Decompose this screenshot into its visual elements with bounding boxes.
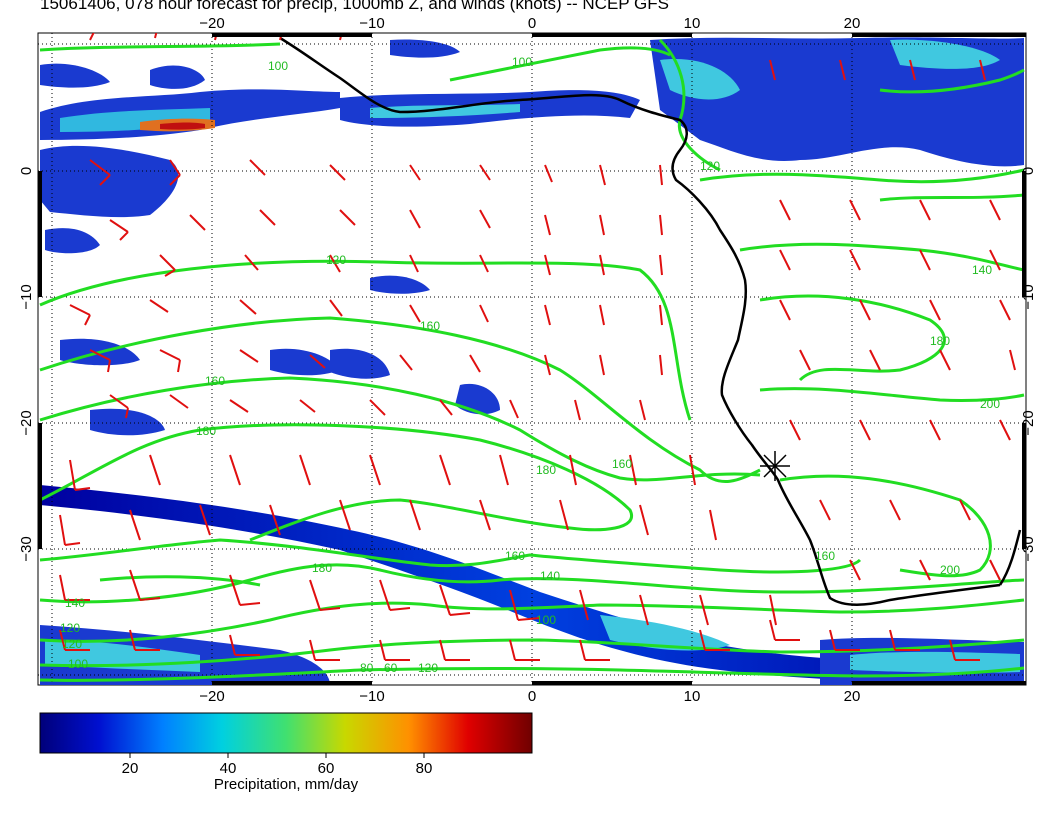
frame-bars: [38, 33, 1026, 685]
contour-label: 160: [420, 319, 440, 333]
contour-label: 120: [700, 159, 720, 173]
contour-label: 180: [312, 561, 332, 575]
bottom-lon-tick: −20: [199, 688, 224, 705]
contour-label: 140: [972, 263, 992, 277]
contour-label: 200: [940, 563, 960, 577]
contour-label: 180: [930, 334, 950, 348]
contour-label: 120: [62, 637, 82, 651]
wind-barb-layer: [59, 33, 1016, 661]
top-lon-tick: −20: [199, 15, 224, 32]
top-lon-tick: 0: [528, 15, 536, 32]
graticule: [38, 33, 1026, 685]
contour-layer: [39, 38, 1025, 682]
contour-label: 100: [536, 613, 556, 627]
axis-ticks: −20 −10 0 10 20 −20 −10 0 10 20 0 −10 −2…: [18, 15, 1037, 705]
contour-label: 180: [196, 424, 216, 438]
contour-label: 200: [980, 397, 1000, 411]
right-lat-tick: 0: [1020, 167, 1037, 175]
colorbar-tick: 40: [220, 760, 237, 777]
colorbar-gradient: [39, 712, 533, 754]
contour-label: 160: [205, 374, 225, 388]
contour-label: 120: [60, 621, 80, 635]
map-layers: 100 100 120 120 140 160 160 180 180 160 …: [38, 33, 1026, 685]
contour-label: 100: [512, 55, 532, 69]
contour-label: 120: [326, 253, 346, 267]
right-lat-tick: −30: [1020, 536, 1037, 561]
contour-label: 160: [612, 457, 632, 471]
chart-title: 15061406, 078 hour forecast for precip, …: [40, 0, 669, 13]
left-lat-tick: −10: [18, 284, 35, 309]
colorbar-tick: 60: [318, 760, 335, 777]
bottom-lon-tick: 20: [844, 688, 861, 705]
contour-label: 160: [505, 549, 525, 563]
colorbar-tick: 20: [122, 760, 139, 777]
bottom-lon-tick: 0: [528, 688, 536, 705]
colorbar-tick: 80: [416, 760, 433, 777]
top-lon-tick: −10: [359, 15, 384, 32]
contour-label: 100: [68, 657, 88, 671]
left-lat-tick: 0: [18, 167, 35, 175]
contour-label: 160: [815, 549, 835, 563]
bottom-lon-tick: −10: [359, 688, 384, 705]
colorbar: 20 40 60 80 Precipitation, mm/day: [39, 712, 533, 793]
colorbar-title: Precipitation, mm/day: [214, 776, 359, 793]
top-lon-tick: 10: [684, 15, 701, 32]
top-lon-tick: 20: [844, 15, 861, 32]
contour-label-layer: 100 100 120 120 140 160 160 180 180 160 …: [60, 55, 1000, 675]
contour-label: 80: [360, 661, 374, 675]
contour-label: 140: [540, 569, 560, 583]
left-lat-tick: −20: [18, 410, 35, 435]
contour-label: 180: [536, 463, 556, 477]
contour-label: 140: [65, 596, 85, 610]
bottom-lon-tick: 10: [684, 688, 701, 705]
right-lat-tick: −10: [1020, 284, 1037, 309]
contour-label: 100: [268, 59, 288, 73]
contour-label: 120: [418, 661, 438, 675]
contour-label: 60: [384, 661, 398, 675]
coastline: [279, 36, 1022, 606]
right-lat-tick: −20: [1020, 410, 1037, 435]
star-marker: [760, 451, 790, 481]
left-lat-tick: −30: [18, 536, 35, 561]
